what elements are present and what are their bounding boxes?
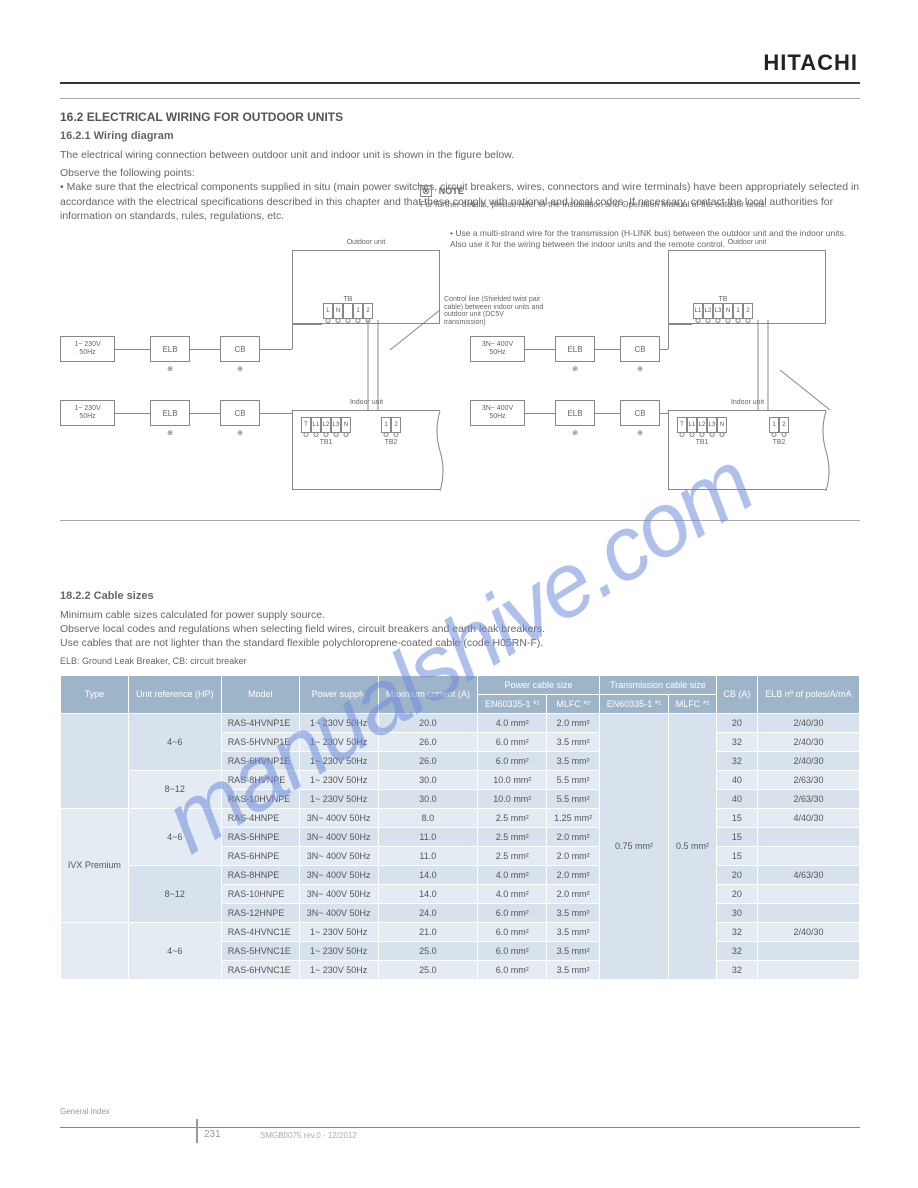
page-number: 231 bbox=[204, 1129, 221, 1140]
table-row: 8~12RAS-8HNPE3N~ 400V 50Hz14.04.0 mm²2.0… bbox=[61, 865, 860, 884]
footer-rule bbox=[60, 1127, 860, 1128]
cb-left-2: CB⊕ bbox=[220, 400, 260, 426]
sub-en2: EN60335-1 *¹ bbox=[599, 694, 668, 713]
ps-right-2: 3N~ 400V 50Hz bbox=[470, 400, 525, 426]
note-label: NOTE bbox=[439, 186, 464, 196]
break-line-right bbox=[820, 411, 832, 491]
table-row: IVX Premium4~6RAS-4HNPE3N~ 400V 50Hz8.02… bbox=[61, 808, 860, 827]
elb-right-1: ELB⊕ bbox=[555, 336, 595, 362]
subsection-title: 16.2.1 Wiring diagram bbox=[60, 130, 860, 142]
ctrl-line-right bbox=[750, 310, 840, 420]
note-text: For further details, please refer to the… bbox=[420, 199, 780, 210]
tb2-block-left: 12 TB2 bbox=[381, 417, 401, 446]
table-body: 4~6RAS-4HVNP1E1~ 230V 50Hz20.04.0 mm²2.0… bbox=[61, 713, 860, 979]
indoor-unit-left: Indoor unit TL1L2L3N TB1 12 TB2 bbox=[292, 410, 440, 490]
footer-small-title: General index bbox=[60, 1107, 110, 1116]
tb2-block-right: 12 TB2 bbox=[769, 417, 789, 446]
elb-left-2: ELB⊕ bbox=[150, 400, 190, 426]
col-type: Type bbox=[61, 675, 129, 713]
sizes-heading: 18.2.2 Cable sizes bbox=[60, 590, 860, 602]
subrule bbox=[60, 98, 860, 99]
brand-logo: HITACHI bbox=[763, 50, 858, 76]
col-elb: ELB nº of poles/A/mA bbox=[757, 675, 859, 713]
col-unit: Unit reference (HP) bbox=[128, 675, 221, 713]
tb1-block-left: TL1L2L3N TB1 bbox=[301, 417, 351, 446]
ctrl-text-left: Control line (Shielded twist pair cable)… bbox=[444, 296, 544, 327]
ps-right-1: 3N~ 400V 50Hz bbox=[470, 336, 525, 362]
sub-mlfc2: MLFC *² bbox=[669, 694, 717, 713]
note-block: ⊗ NOTE For further details, please refer… bbox=[420, 185, 780, 210]
sub-mlfc1: MLFC *² bbox=[547, 694, 599, 713]
cb-right-2: CB⊕ bbox=[620, 400, 660, 426]
col-cb: CB (A) bbox=[716, 675, 757, 713]
doc-ref: SMGB0075 rev.0 - 12/2012 bbox=[260, 1131, 357, 1140]
col-ps: Power supply bbox=[299, 675, 378, 713]
section-title: 16.2 ELECTRICAL WIRING FOR OUTDOOR UNITS bbox=[60, 110, 860, 124]
bullets-right: • Use a multi-strand wire for the transm… bbox=[450, 228, 850, 254]
sizes-p1: Minimum cable sizes calculated for power… bbox=[60, 608, 860, 622]
outdoor-label-left: Outdoor unit bbox=[293, 239, 439, 246]
divider-rule bbox=[60, 520, 860, 521]
table-row: 8~12RAS-8HVNPE1~ 230V 50Hz30.010.0 mm²5.… bbox=[61, 770, 860, 789]
ctrl-line-left bbox=[360, 310, 450, 420]
sizes-p3: Use cables that are not lighter than the… bbox=[60, 636, 860, 650]
sizes-table: Type Unit reference (HP) Model Power sup… bbox=[60, 675, 860, 980]
col-model: Model bbox=[221, 675, 299, 713]
break-line-left bbox=[434, 411, 446, 491]
tb-block-right-top: TB L1L2L3N12 bbox=[693, 296, 753, 319]
ps-left-2: 1~ 230V 50Hz bbox=[60, 400, 115, 426]
elb-left-1: ELB⊕ bbox=[150, 336, 190, 362]
col-maxcur: Maximum current (A) bbox=[378, 675, 478, 713]
bullet-more: • Use a multi-strand wire for the transm… bbox=[450, 228, 850, 250]
tb1-block-right: TL1L2L3N TB1 bbox=[677, 417, 727, 446]
table-row: 4~6RAS-4HVNC1E1~ 230V 50Hz21.06.0 mm²3.5… bbox=[61, 922, 860, 941]
wiring-diagram: Outdoor unit TB LN12 1~ 230V 50Hz ELB⊕ C… bbox=[60, 230, 860, 520]
indoor-unit-right: Indoor unit TL1L2L3N TB1 12 TB2 bbox=[668, 410, 826, 490]
cb-left-1: CB⊕ bbox=[220, 336, 260, 362]
pageno-bar bbox=[196, 1119, 198, 1143]
para-desc: The electrical wiring connection between… bbox=[60, 148, 860, 162]
sizes-legend: ELB: Ground Leak Breaker, CB: circuit br… bbox=[60, 655, 860, 667]
cb-right-1: CB⊕ bbox=[620, 336, 660, 362]
col-tcs: Transmission cable size bbox=[599, 675, 716, 694]
elb-right-2: ELB⊕ bbox=[555, 400, 595, 426]
sub-en1: EN60335-1 *¹ bbox=[478, 694, 547, 713]
para-lead: Observe the following points: bbox=[60, 166, 860, 180]
ps-left-1: 1~ 230V 50Hz bbox=[60, 336, 115, 362]
top-rule bbox=[60, 82, 860, 84]
tb-label: TB bbox=[323, 296, 373, 303]
col-pcs: Power cable size bbox=[478, 675, 600, 694]
sizes-section: 18.2.2 Cable sizes Minimum cable sizes c… bbox=[60, 590, 860, 980]
note-icon: ⊗ bbox=[420, 185, 432, 197]
sizes-p2: Observe local codes and regulations when… bbox=[60, 622, 860, 636]
table-row: 4~6RAS-4HVNP1E1~ 230V 50Hz20.04.0 mm²2.0… bbox=[61, 713, 860, 732]
